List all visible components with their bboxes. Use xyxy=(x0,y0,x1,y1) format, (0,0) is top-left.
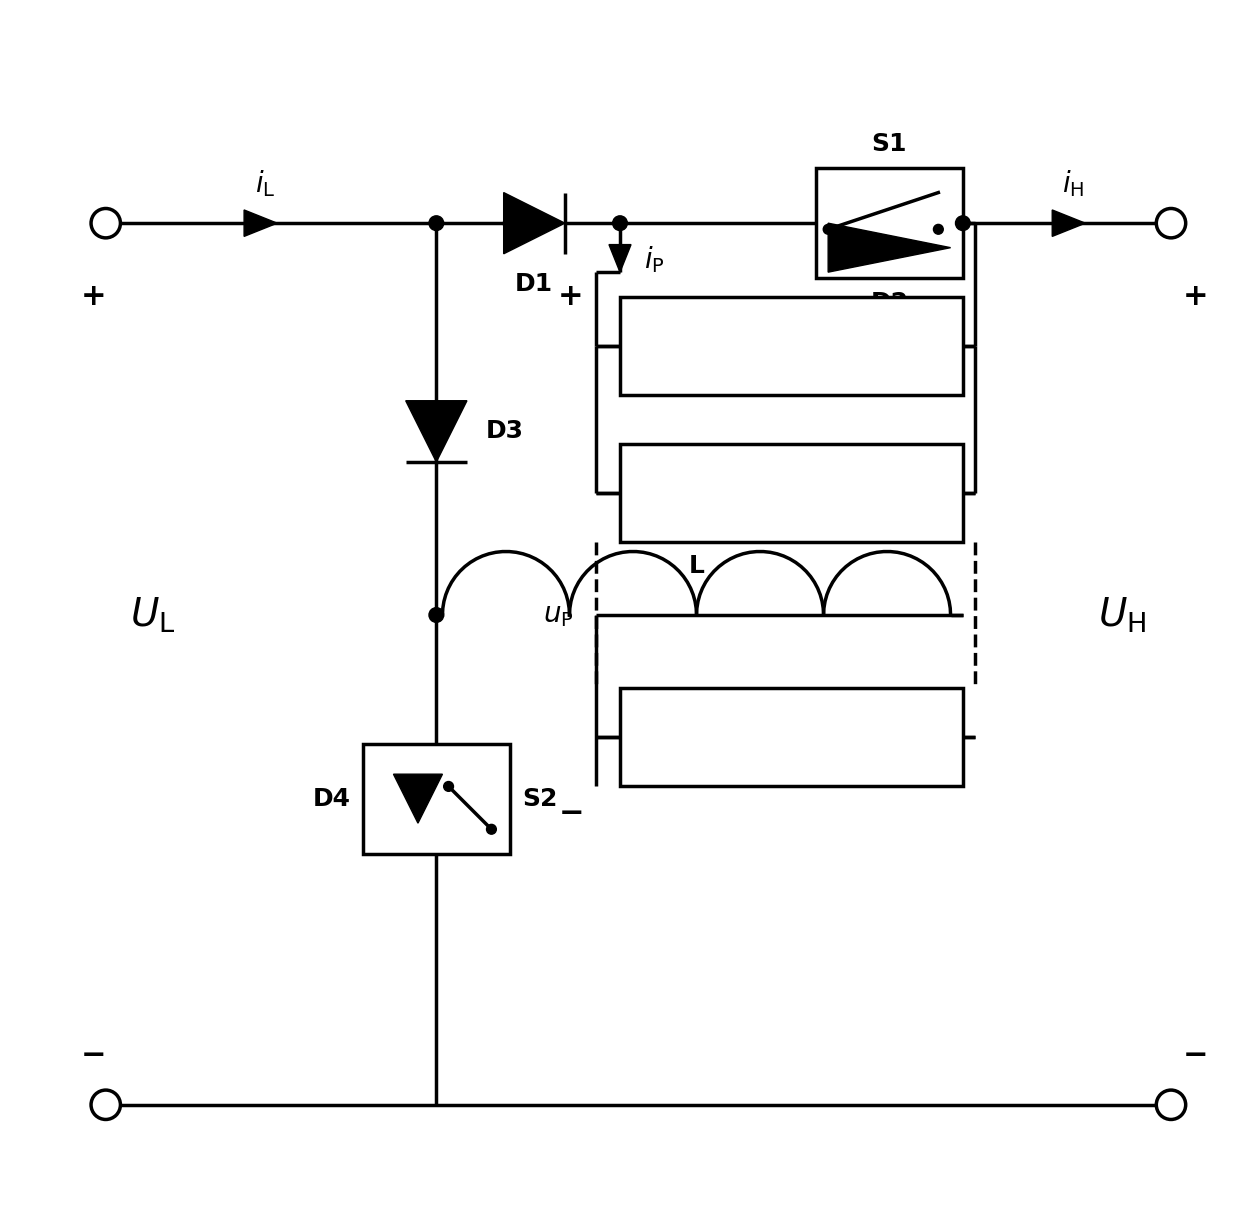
Text: −: − xyxy=(558,798,584,828)
Polygon shape xyxy=(244,210,278,236)
Circle shape xyxy=(1157,208,1185,237)
Text: S1: S1 xyxy=(872,132,908,156)
Text: +: + xyxy=(558,282,584,311)
Circle shape xyxy=(1157,1090,1185,1119)
Text: $i_\mathrm{P}$: $i_\mathrm{P}$ xyxy=(645,245,665,276)
Text: $i_\mathrm{L}$: $i_\mathrm{L}$ xyxy=(254,167,275,199)
Circle shape xyxy=(823,224,833,234)
Text: −: − xyxy=(81,1042,107,1070)
Bar xyxy=(363,744,510,854)
Circle shape xyxy=(444,781,454,791)
Text: D1: D1 xyxy=(516,272,553,296)
Text: L: L xyxy=(688,555,704,578)
Text: D2: D2 xyxy=(870,290,909,315)
Bar xyxy=(816,169,962,278)
Text: D4: D4 xyxy=(312,787,351,811)
Bar xyxy=(620,444,962,541)
Polygon shape xyxy=(503,193,565,253)
Text: $u_\mathrm{P}$: $u_\mathrm{P}$ xyxy=(543,601,574,629)
Polygon shape xyxy=(828,223,951,272)
Bar xyxy=(620,689,962,786)
Text: +: + xyxy=(81,282,107,311)
Text: −: − xyxy=(1183,1042,1208,1070)
Text: SM1: SM1 xyxy=(761,333,822,358)
Polygon shape xyxy=(405,401,467,462)
Text: $i_\mathrm{H}$: $i_\mathrm{H}$ xyxy=(1061,167,1084,199)
Text: S2: S2 xyxy=(522,787,558,811)
Text: $U_\mathrm{H}$: $U_\mathrm{H}$ xyxy=(1099,595,1147,635)
Circle shape xyxy=(956,215,970,230)
Circle shape xyxy=(934,224,944,234)
Circle shape xyxy=(486,824,496,834)
Text: SM2: SM2 xyxy=(761,481,821,504)
Circle shape xyxy=(613,215,627,230)
Polygon shape xyxy=(609,245,631,272)
Text: $U_\mathrm{L}$: $U_\mathrm{L}$ xyxy=(130,595,176,635)
Circle shape xyxy=(91,1090,120,1119)
Polygon shape xyxy=(393,774,443,823)
Text: D3: D3 xyxy=(485,419,523,443)
Polygon shape xyxy=(1053,210,1085,236)
Text: +: + xyxy=(1183,282,1208,311)
Bar xyxy=(620,296,962,395)
Circle shape xyxy=(429,215,444,230)
Circle shape xyxy=(429,608,444,622)
Text: SMN: SMN xyxy=(760,726,823,749)
Circle shape xyxy=(91,208,120,237)
